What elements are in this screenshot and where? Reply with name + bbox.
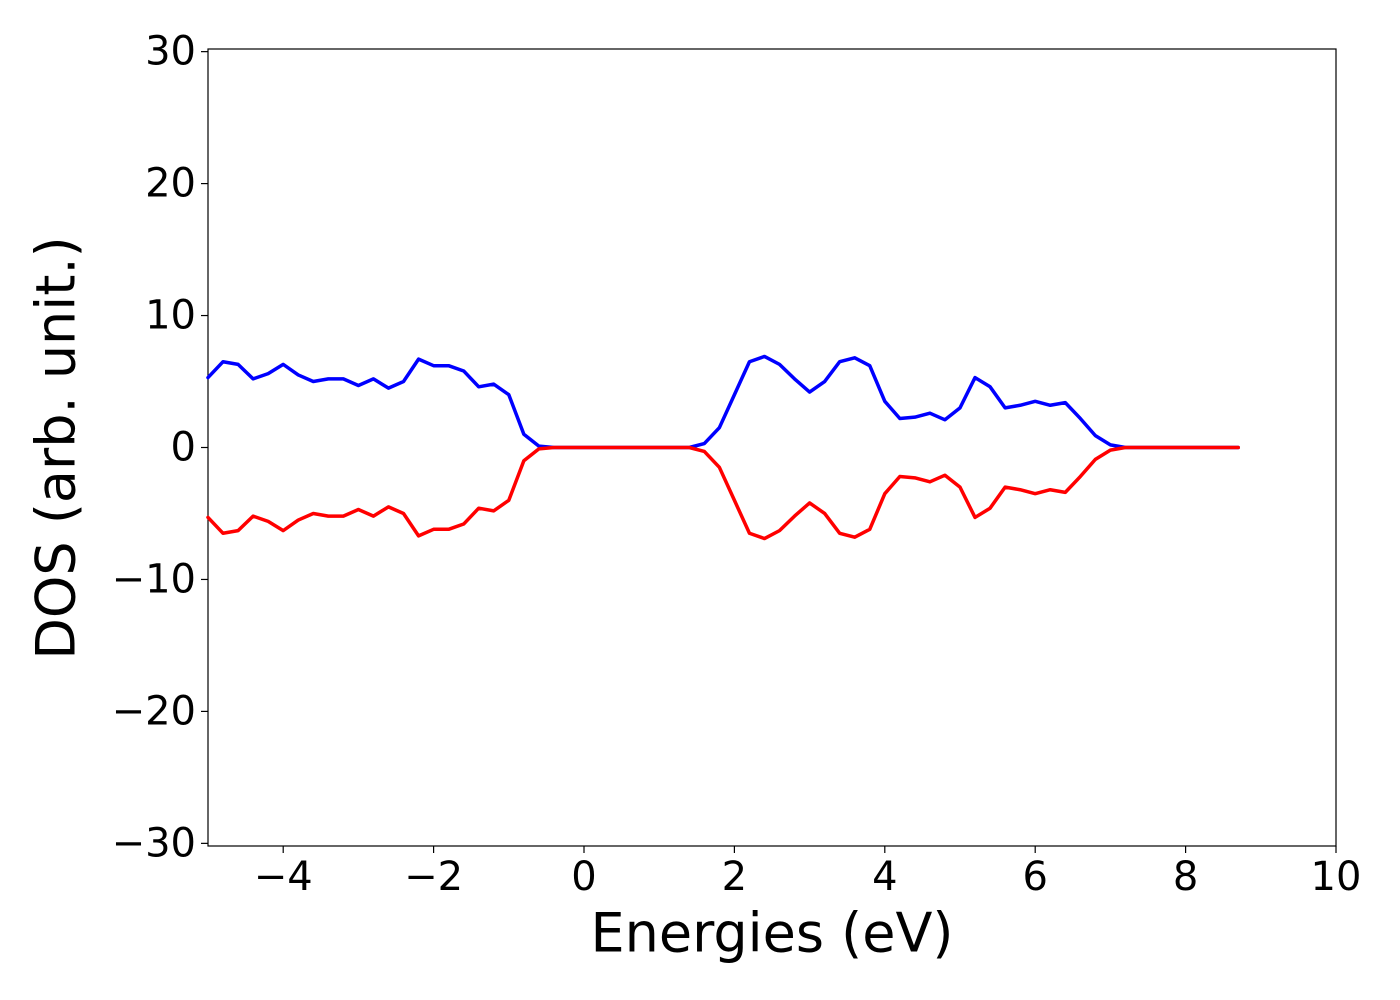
x-tick-label: 10 bbox=[1311, 854, 1362, 900]
y-tick-label: 0 bbox=[171, 425, 196, 471]
x-tick-label: 4 bbox=[872, 854, 897, 900]
y-tick-label: 20 bbox=[145, 161, 196, 207]
x-tick-label: 8 bbox=[1173, 854, 1198, 900]
x-tick-label: −4 bbox=[254, 854, 313, 900]
x-tick-label: −2 bbox=[404, 854, 463, 900]
y-tick-label: −20 bbox=[112, 688, 196, 734]
data-line bbox=[206, 445, 1240, 541]
y-axis-label: DOS (arb. unit.) bbox=[25, 236, 88, 659]
x-tick-label: 6 bbox=[1022, 854, 1047, 900]
y-tick-label: 30 bbox=[145, 29, 196, 75]
y-tick-label: −10 bbox=[112, 556, 196, 602]
x-tick-label: 0 bbox=[571, 854, 596, 900]
x-tick-label: 2 bbox=[722, 854, 747, 900]
y-tick-label: 10 bbox=[145, 293, 196, 339]
data-line bbox=[206, 354, 1240, 450]
y-tick-label: −30 bbox=[112, 820, 196, 866]
x-axis-label: Energies (eV) bbox=[591, 902, 954, 965]
